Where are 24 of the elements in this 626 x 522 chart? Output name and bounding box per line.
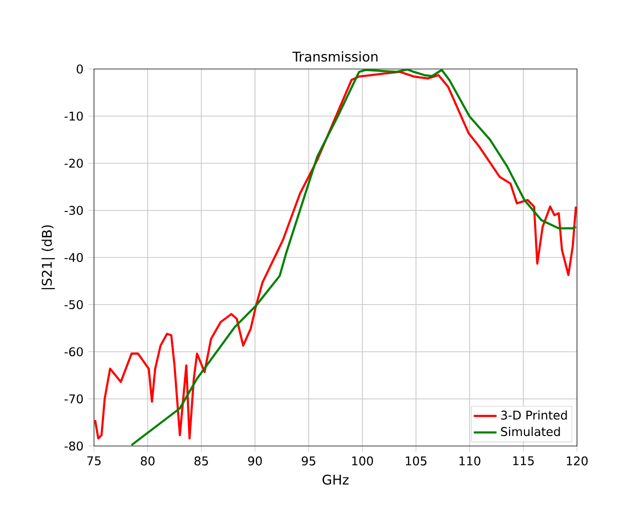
y-tick-label: -60 [64, 347, 83, 356]
y-tick-label: -30 [64, 206, 83, 215]
x-tick-label: 100 [352, 456, 373, 466]
x-tick-label: 75 [87, 456, 101, 466]
chart-title: Transmission [292, 51, 378, 62]
y-tick-label: 0 [76, 64, 83, 74]
x-tick-label: 80 [140, 456, 155, 466]
x-tick-label: 90 [248, 456, 262, 466]
y-tick-label: -80 [64, 441, 83, 451]
y-axis-title: |S21| (dB) [42, 225, 55, 290]
y-tick-label: -50 [64, 300, 83, 310]
x-tick-label: 95 [302, 456, 316, 466]
x-axis-title: GHz [322, 474, 349, 485]
y-tick-label: -40 [64, 252, 83, 262]
x-tick-label: 85 [194, 456, 208, 466]
x-tick-label: 105 [406, 456, 426, 466]
y-tick-label: -70 [64, 394, 83, 404]
y-tick-label: -10 [64, 112, 83, 121]
y-tick-label: -20 [64, 158, 83, 168]
legend-label: Simulated [501, 426, 560, 436]
x-tick-label: 115 [513, 456, 534, 466]
legend-label: 3-D Printed [501, 410, 567, 420]
x-tick-label: 110 [460, 456, 480, 466]
x-tick-label: 120 [566, 456, 588, 466]
